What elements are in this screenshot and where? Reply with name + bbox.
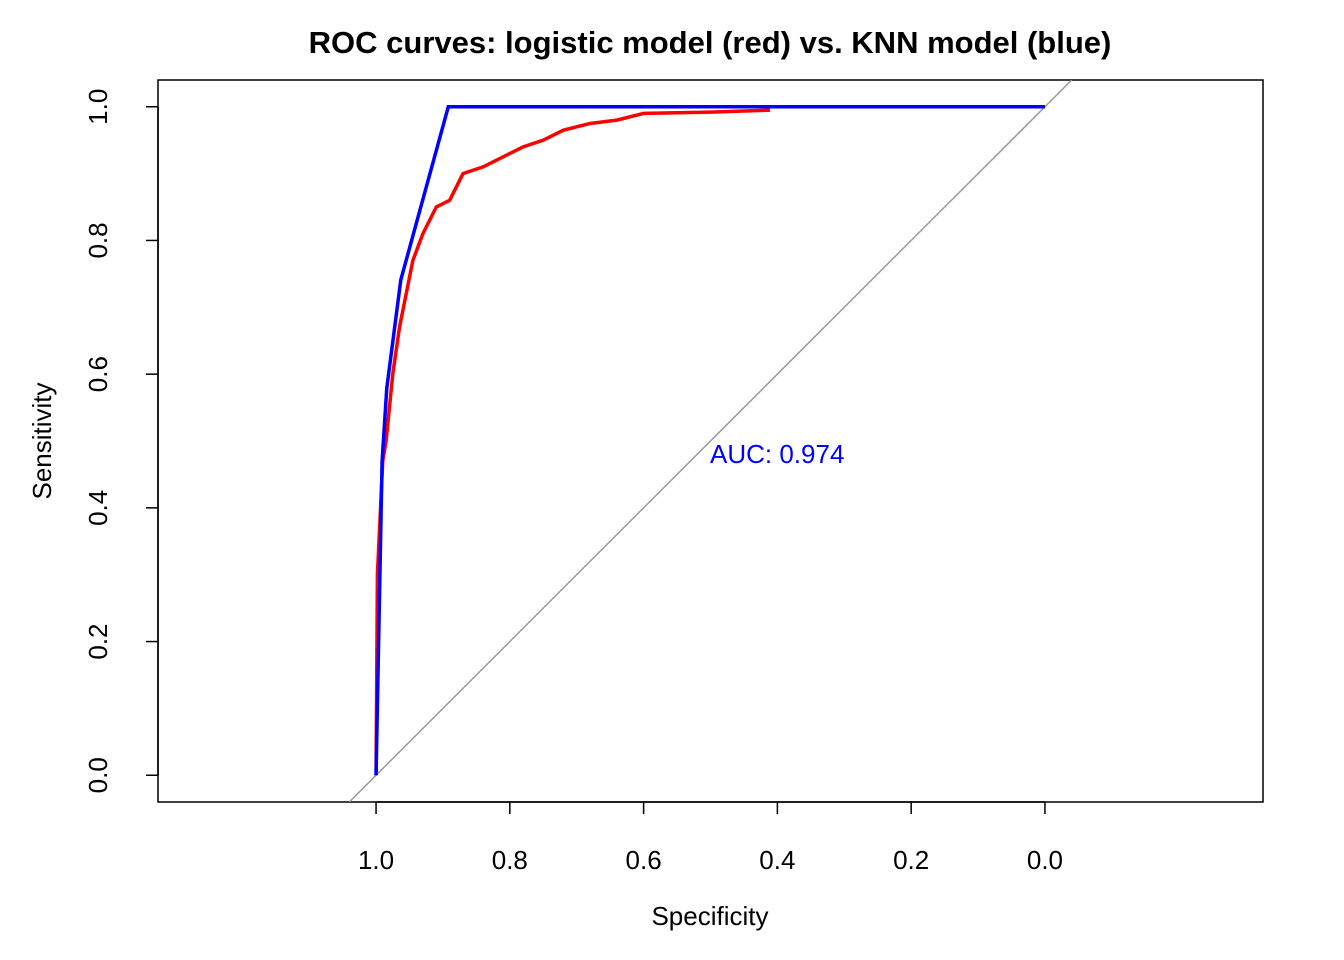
x-axis-label: Specificity	[651, 901, 768, 931]
y-tick-label: 0.0	[83, 757, 113, 793]
reference-diagonal	[348, 80, 1073, 802]
y-tick-label: 1.0	[83, 89, 113, 125]
y-axis-label: Sensitivity	[27, 382, 57, 499]
x-tick-label: 1.0	[358, 845, 394, 875]
x-tick-label: 0.0	[1027, 845, 1063, 875]
auc-annotation: AUC: 0.974	[710, 439, 844, 469]
x-tick-label: 0.8	[492, 845, 528, 875]
roc-curve	[374, 108, 771, 776]
x-tick-label: 0.4	[759, 845, 795, 875]
y-tick-label: 0.4	[83, 490, 113, 526]
y-tick-label: 0.6	[83, 356, 113, 392]
x-tick-label: 0.6	[626, 845, 662, 875]
roc-curve	[374, 104, 1045, 776]
x-tick-label: 0.2	[893, 845, 929, 875]
y-tick-label: 0.8	[83, 222, 113, 258]
y-tick-label: 0.2	[83, 623, 113, 659]
chart-title: ROC curves: logistic model (red) vs. KNN…	[309, 25, 1112, 60]
